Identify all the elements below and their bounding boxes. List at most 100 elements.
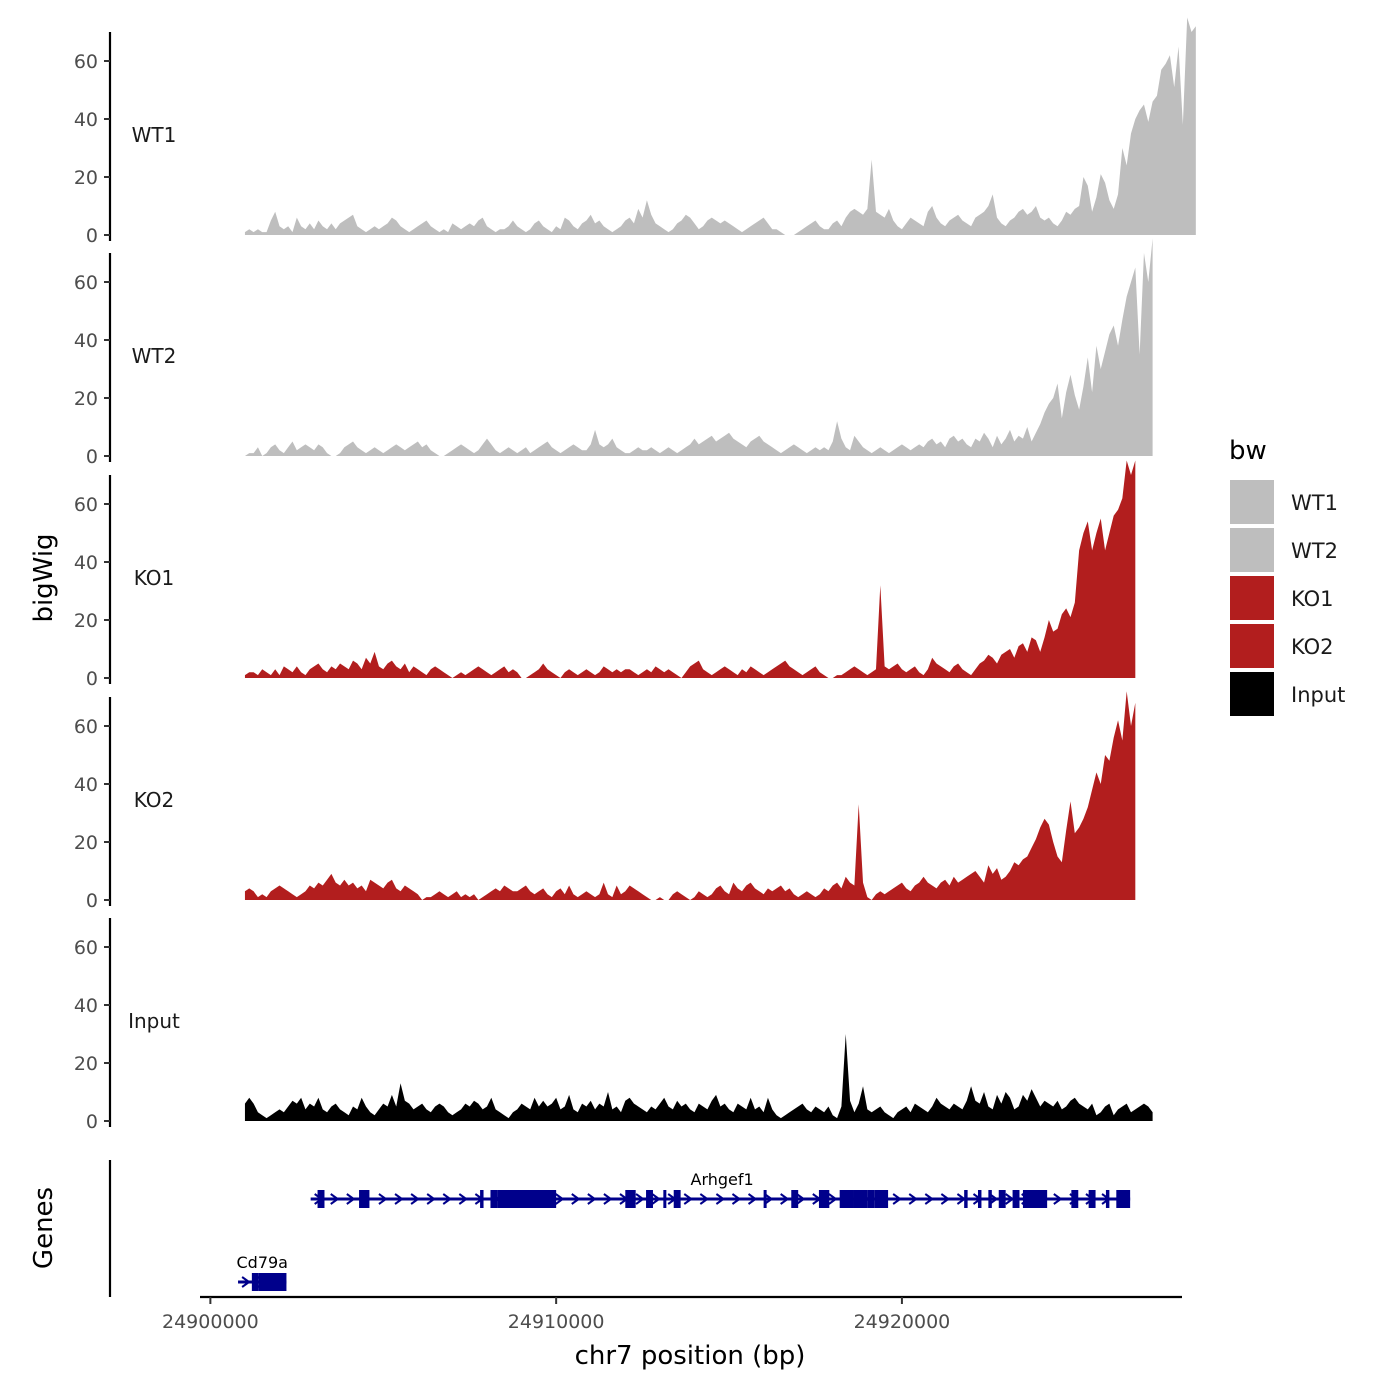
gene-cd79a: Cd79a [236, 1253, 288, 1291]
exon [480, 1190, 484, 1208]
y-tick-label: 60 [74, 494, 98, 516]
strand-arrow [555, 1193, 565, 1205]
genes-axis-title: Genes [29, 1187, 59, 1269]
y-tick-label: 60 [74, 716, 98, 738]
y-tick-label: 0 [86, 890, 98, 912]
legend-swatch [1230, 672, 1274, 716]
strand-arrow [699, 1193, 710, 1205]
legend-swatch [1230, 480, 1274, 524]
legend-item-ko2: KO2 [1230, 624, 1334, 668]
y-tick-label: 0 [86, 1111, 98, 1133]
exon [646, 1190, 653, 1208]
exon [1116, 1190, 1131, 1208]
strand-arrow [747, 1193, 758, 1205]
legend-label: WT2 [1291, 539, 1338, 563]
x-axis: 24900000 24910000 24920000 [162, 1295, 1182, 1333]
y-tick-label: 40 [74, 552, 98, 574]
strand-arrow [330, 1193, 340, 1205]
gene-track: Arhgef1 Cd79a [108, 1160, 1131, 1297]
track-label: KO2 [134, 788, 175, 812]
gene-label: Cd79a [236, 1253, 288, 1272]
exon [251, 1273, 259, 1291]
exon [818, 1190, 830, 1208]
coverage-area-wt1 [244, 17, 1196, 235]
y-tick-label: 20 [74, 167, 98, 189]
track-wt2: 0 20 40 60 WT2 [74, 238, 1153, 468]
y-tick-label: 20 [74, 1053, 98, 1075]
exon [1022, 1190, 1048, 1208]
strand-arrow [426, 1193, 436, 1205]
strand-arrow [346, 1193, 356, 1205]
y-tick-label: 20 [74, 832, 98, 854]
legend-label: KO1 [1291, 587, 1334, 611]
strand-arrow [828, 1193, 838, 1205]
exon [763, 1190, 767, 1208]
strand-arrow [731, 1193, 742, 1205]
strand-arrow [683, 1193, 693, 1205]
track-label: KO1 [134, 566, 175, 590]
strand-arrow [603, 1193, 613, 1205]
exon [317, 1190, 325, 1208]
track-label: WT2 [132, 344, 177, 368]
x-tick-label: 24900000 [162, 1311, 259, 1333]
strand-arrow [458, 1193, 469, 1205]
y-tick-label: 40 [74, 774, 98, 796]
track-label: WT1 [132, 123, 177, 147]
exon [497, 1190, 557, 1208]
y-tick-label: 40 [74, 995, 98, 1017]
legend-swatch [1230, 624, 1274, 668]
exon [490, 1190, 498, 1208]
strand-arrow [571, 1193, 581, 1205]
y-tick-label: 0 [86, 668, 98, 690]
gene-label: Arhgef1 [691, 1170, 754, 1189]
legend-title: bw [1229, 436, 1267, 466]
x-tick-label: 24910000 [508, 1311, 605, 1333]
y-tick-label: 60 [74, 272, 98, 294]
legend-item-input: Input [1230, 672, 1345, 716]
y-tick-label: 0 [86, 446, 98, 468]
legend: bw WT1 WT2 KO1 KO2 Input [1229, 436, 1345, 716]
exon [1071, 1190, 1079, 1208]
legend-label: Input [1291, 683, 1345, 707]
strand-arrow [924, 1193, 934, 1205]
exon [673, 1190, 681, 1208]
coverage-area-input [244, 1034, 1153, 1121]
strand-arrow [635, 1193, 645, 1205]
legend-item-wt2: WT2 [1230, 528, 1338, 572]
exon [988, 1190, 992, 1208]
exon [839, 1190, 854, 1208]
legend-label: KO2 [1291, 635, 1334, 659]
strand-arrow [378, 1193, 388, 1205]
strand-arrow [780, 1193, 790, 1205]
exon [791, 1190, 799, 1208]
track-wt1: 0 20 40 60 WT1 [74, 17, 1196, 247]
y-tick-label: 20 [74, 610, 98, 632]
exon [867, 1190, 875, 1208]
track-input: 0 20 40 60 Input [74, 918, 1153, 1133]
strand-arrow [587, 1193, 597, 1205]
legend-item-ko1: KO1 [1230, 576, 1334, 620]
strand-arrow [764, 1193, 774, 1205]
legend-item-wt1: WT1 [1230, 480, 1338, 524]
strand-arrow [442, 1193, 452, 1205]
exon [853, 1190, 868, 1208]
y-tick-label: 20 [74, 388, 98, 410]
x-axis-title: chr7 position (bp) [575, 1341, 806, 1371]
strand-arrow [940, 1193, 951, 1205]
exon [964, 1190, 968, 1208]
strand-arrow [988, 1193, 999, 1205]
x-tick-label: 24920000 [854, 1311, 951, 1333]
y-tick-label: 40 [74, 109, 98, 131]
y-axis-title: bigWig [29, 533, 59, 622]
strand-arrow [796, 1193, 806, 1205]
y-tick-label: 40 [74, 330, 98, 352]
exon [359, 1190, 370, 1208]
track-label: Input [128, 1009, 180, 1033]
legend-swatch [1230, 528, 1274, 572]
y-tick-label: 0 [86, 225, 98, 247]
coverage-area-wt2 [244, 238, 1153, 456]
strand-arrow [908, 1193, 918, 1205]
exon [625, 1190, 636, 1208]
exon [1088, 1190, 1096, 1208]
